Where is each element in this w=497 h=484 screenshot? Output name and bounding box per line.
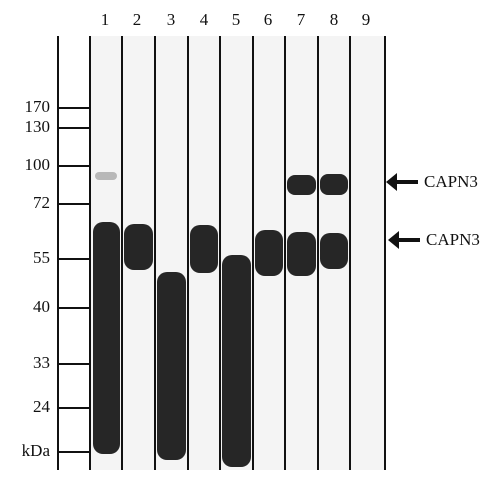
band <box>255 230 283 276</box>
arrow-head <box>388 231 399 249</box>
lane-labels: 1 2 3 4 5 6 7 8 9 <box>101 10 371 29</box>
marker-label: 130 <box>25 117 51 136</box>
lane-label: 8 <box>330 10 339 29</box>
marker-label: 33 <box>33 353 50 372</box>
blot <box>57 36 386 470</box>
lane-label: 4 <box>200 10 209 29</box>
band <box>190 225 218 273</box>
marker-label: 24 <box>33 397 51 416</box>
lane-label: 7 <box>297 10 306 29</box>
arrows: CAPN3 CAPN3 <box>386 172 480 249</box>
band <box>95 172 117 180</box>
band <box>222 255 251 467</box>
marker-label: 170 <box>25 97 51 116</box>
lane-label: 5 <box>232 10 241 29</box>
marker-label: 40 <box>33 297 50 316</box>
lane-label: 2 <box>133 10 142 29</box>
marker-label: 72 <box>33 193 50 212</box>
marker-label: 100 <box>25 155 51 174</box>
lane-bg <box>351 36 384 470</box>
lane-label: 3 <box>167 10 176 29</box>
band <box>157 272 186 460</box>
lane-label: 6 <box>264 10 273 29</box>
band <box>320 233 348 269</box>
lane-label: 9 <box>362 10 371 29</box>
band <box>287 175 316 195</box>
arrow-head <box>386 173 397 191</box>
lane-label: 1 <box>101 10 110 29</box>
band <box>287 232 316 276</box>
marker-label: 55 <box>33 248 50 267</box>
band <box>124 224 153 270</box>
annotation: CAPN3 <box>426 230 480 249</box>
annotation: CAPN3 <box>424 172 478 191</box>
band <box>93 222 120 454</box>
band <box>320 174 348 195</box>
marker-label: kDa <box>22 441 51 460</box>
